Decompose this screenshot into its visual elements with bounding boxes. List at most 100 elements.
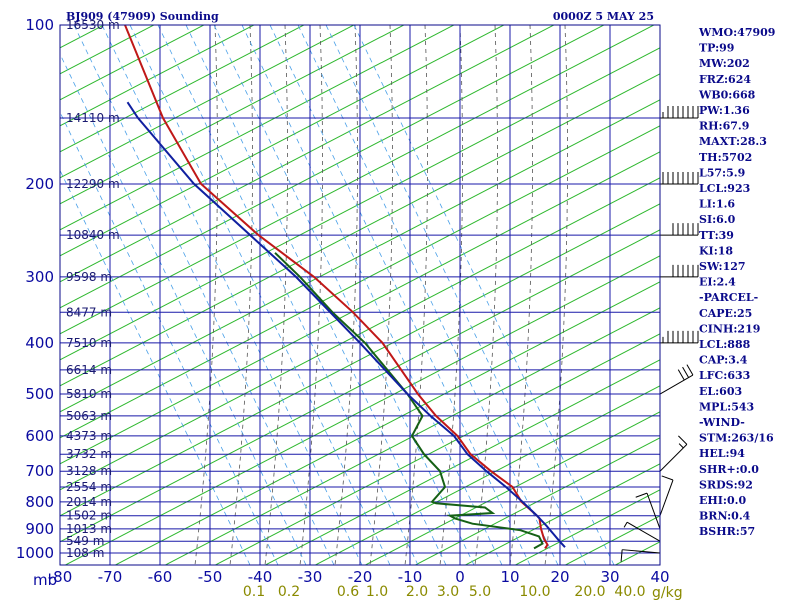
dry-adiabats xyxy=(60,25,660,565)
mixing-ratio-label: 10.0 xyxy=(519,584,550,600)
temperature-tick-label: -20 xyxy=(348,568,373,586)
dry-adiabat xyxy=(60,25,655,335)
moist-adiabat xyxy=(334,25,358,565)
index-value: MAXT:28.3 xyxy=(699,135,767,148)
height-label: 549 m xyxy=(66,534,104,548)
pressure-tick-label: 200 xyxy=(25,175,54,193)
dry-adiabat xyxy=(60,73,660,387)
dry-adiabat xyxy=(60,99,660,413)
mixing-ratio-line xyxy=(60,53,307,565)
moist-adiabat xyxy=(194,25,218,565)
index-value: EI:2.4 xyxy=(699,276,736,289)
pressure-tick-label: 900 xyxy=(25,520,54,538)
mixing-ratio-line xyxy=(353,25,615,565)
dry-adiabat xyxy=(60,25,255,127)
wind-barb-shaft xyxy=(659,479,674,516)
dewpoint-trace xyxy=(274,252,544,550)
dry-adiabat xyxy=(60,177,660,491)
index-value: SI:6.0 xyxy=(699,213,736,226)
pressure-tick-label: 800 xyxy=(25,493,54,511)
temperature-tick-label: 40 xyxy=(650,568,669,586)
wind-barb xyxy=(660,223,699,236)
index-value: MPL:543 xyxy=(699,400,754,413)
wind-barb-shaft xyxy=(646,492,661,530)
moist-adiabat xyxy=(439,25,463,565)
index-value: SHR+:0.0 xyxy=(699,463,759,476)
dry-adiabat xyxy=(314,385,660,565)
height-label: 3128 m xyxy=(66,464,112,478)
height-label: 2014 m xyxy=(66,495,112,509)
wind-barb-flag xyxy=(678,435,688,445)
dry-adiabat xyxy=(364,411,660,565)
index-value: LCL:888 xyxy=(699,338,751,351)
index-value: EL:603 xyxy=(699,385,742,398)
height-label: 3732 m xyxy=(66,447,112,461)
index-value: EHI:0.0 xyxy=(699,494,746,507)
height-label: 1013 m xyxy=(66,522,112,536)
wind-barb xyxy=(660,264,699,278)
dry-adiabat xyxy=(60,25,205,101)
index-value: CINH:219 xyxy=(699,322,760,335)
pressure-unit-label: mb xyxy=(33,571,57,589)
mixing-ratio-line xyxy=(101,25,363,565)
wind-barb-shaft xyxy=(659,374,694,395)
pressure-tick-label: 700 xyxy=(25,462,54,480)
dry-adiabat xyxy=(60,203,660,517)
wind-barb xyxy=(659,475,674,516)
mixing-ratio-line xyxy=(241,25,503,565)
height-label: 8477 m xyxy=(66,305,112,319)
wind-barb-flag xyxy=(620,549,623,562)
wind-barb-flag xyxy=(677,369,685,381)
moist-adiabat xyxy=(264,25,288,565)
wind-barb xyxy=(623,521,661,542)
station-title: BJ909 (47909) Sounding xyxy=(66,10,219,23)
index-value: BRN:0.4 xyxy=(699,510,751,523)
wind-barb-flag xyxy=(686,364,694,376)
index-value: CAPE:25 xyxy=(699,307,752,320)
index-value: FRZ:624 xyxy=(699,73,751,86)
dry-adiabat xyxy=(60,151,660,465)
mixing-ratio-line xyxy=(325,25,587,565)
dry-adiabat xyxy=(264,359,660,565)
wind-barb-shaft xyxy=(626,521,661,542)
temperature-tick-label: 10 xyxy=(500,568,519,586)
index-value: CAP:3.4 xyxy=(699,354,748,367)
mixing-ratio-label: 0.2 xyxy=(278,584,300,600)
index-value: -WIND- xyxy=(699,416,745,429)
index-value: PW:1.36 xyxy=(699,104,750,117)
mixing-ratio-line xyxy=(297,25,559,565)
temperature-tick-label: -70 xyxy=(98,568,123,586)
height-label: 4373 m xyxy=(66,429,112,443)
wind-barb-flag xyxy=(661,475,674,481)
index-value: LCL:923 xyxy=(699,182,750,195)
moist-adiabat xyxy=(404,25,428,565)
dry-adiabat xyxy=(60,25,605,309)
mixing-ratio-label: 0.1 xyxy=(243,584,265,600)
height-label: 2554 m xyxy=(66,480,112,494)
wind-barb xyxy=(660,171,699,185)
dry-adiabat xyxy=(60,25,305,153)
index-value: LFC:633 xyxy=(699,369,750,382)
height-label: 10840 m xyxy=(66,228,120,242)
wind-barb xyxy=(620,549,661,562)
wind-barb-shaft xyxy=(659,443,688,472)
temperature-tick-label: -60 xyxy=(148,568,173,586)
index-value: TT:39 xyxy=(699,229,734,242)
temperature-tick-label: 0 xyxy=(455,568,465,586)
mixing-ratio-label: 0.6 xyxy=(337,584,359,600)
dry-adiabat xyxy=(414,437,660,565)
height-label: 14110 m xyxy=(66,111,120,125)
height-label: 108 m xyxy=(66,546,104,560)
mixing-ratio-line xyxy=(269,25,531,565)
sounding-traces xyxy=(124,25,566,550)
mixing-ratio-line xyxy=(213,25,475,565)
moist-adiabat xyxy=(299,25,323,565)
dry-adiabat xyxy=(60,25,355,179)
dry-adiabat xyxy=(464,463,660,565)
wind-barb xyxy=(635,492,661,530)
dry-adiabat xyxy=(64,255,660,565)
pressure-tick-label: 400 xyxy=(25,334,54,352)
dry-adiabat xyxy=(60,125,660,439)
wind-barb xyxy=(659,435,688,472)
